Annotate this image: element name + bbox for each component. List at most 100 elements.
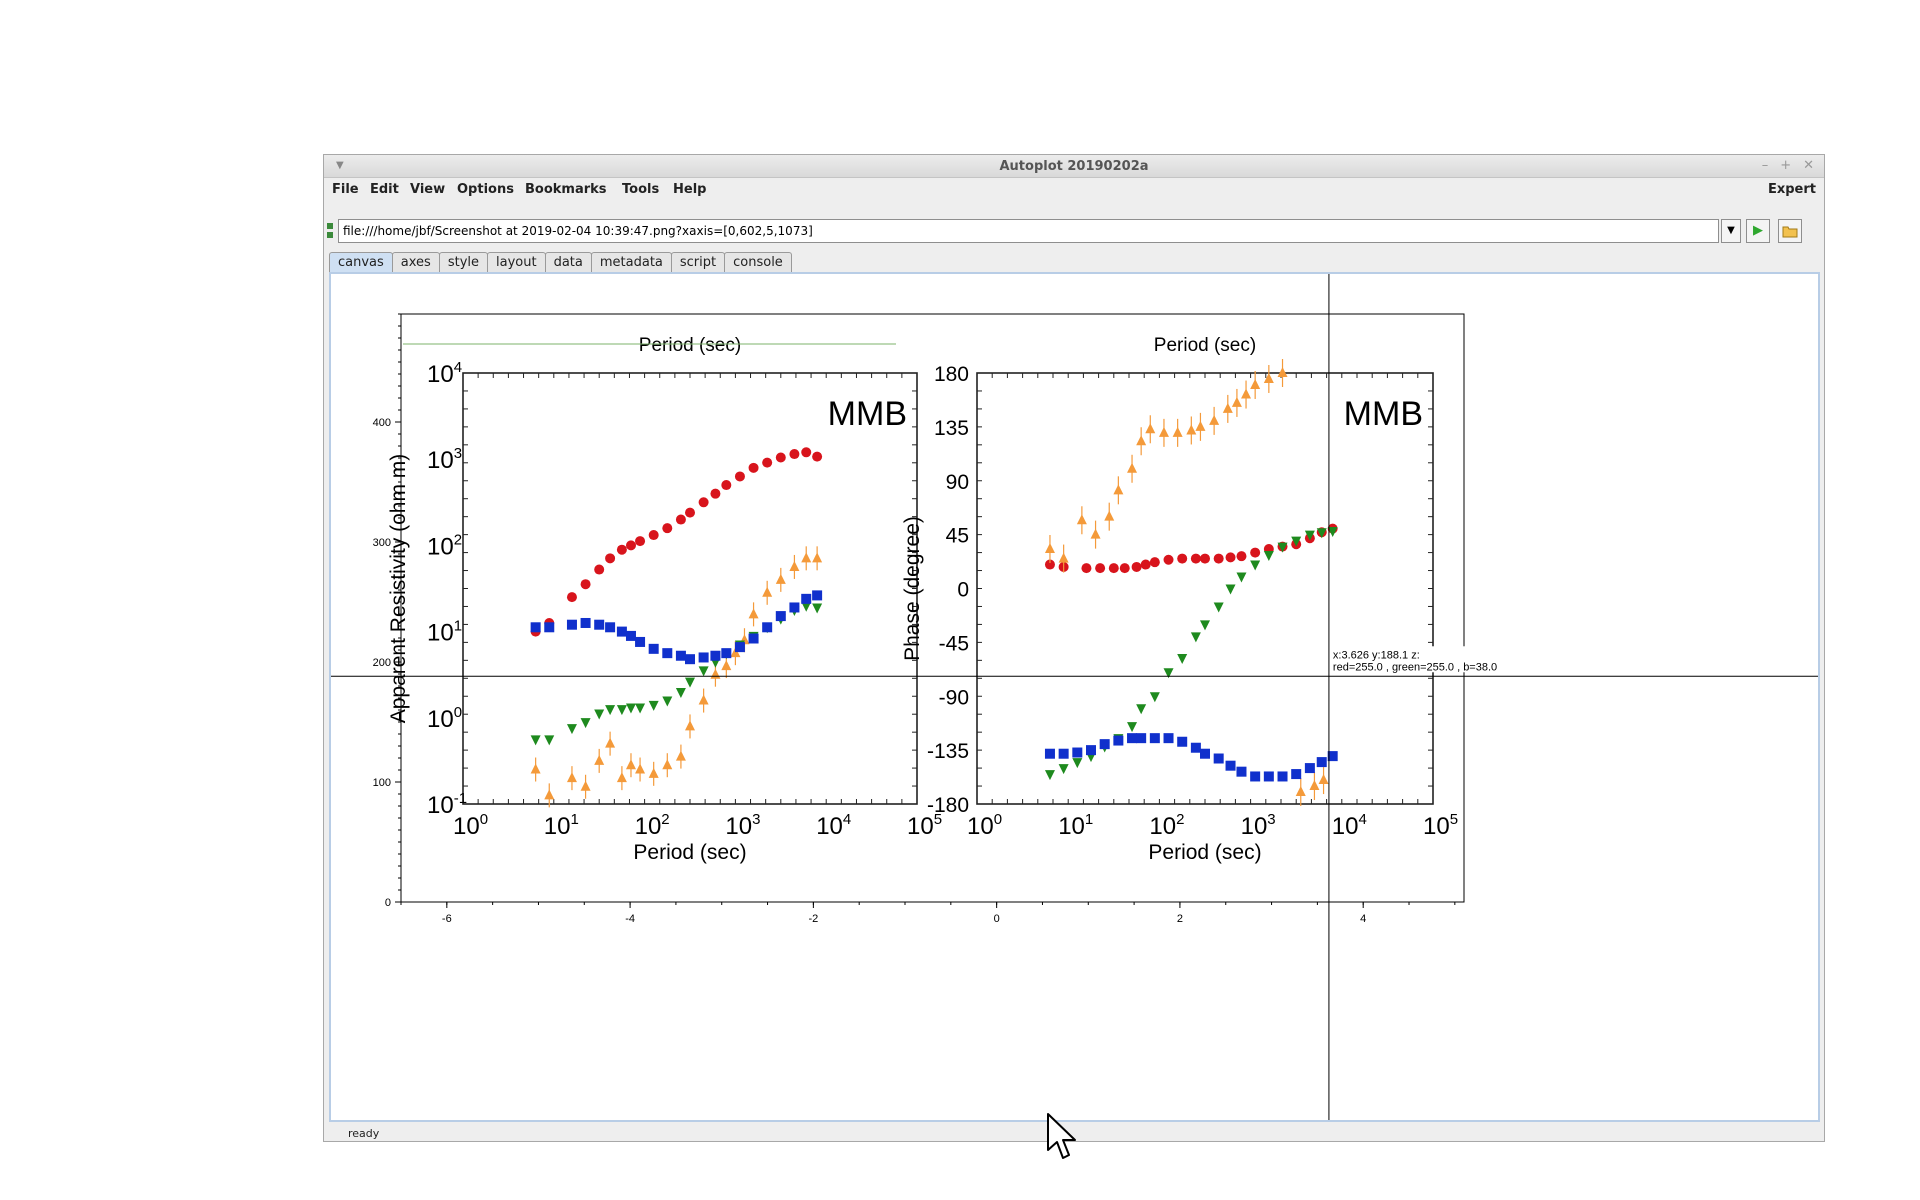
- folder-open-icon[interactable]: [1778, 219, 1802, 243]
- tab-style[interactable]: style: [438, 252, 489, 272]
- tick-exponent: 2: [661, 811, 669, 828]
- maximize-button[interactable]: +: [1780, 158, 1792, 173]
- tick-exponent: 3: [454, 445, 462, 462]
- data-point: [1113, 735, 1124, 746]
- data-point: [748, 608, 759, 619]
- readout-box: [1330, 646, 1481, 673]
- tab-bar: canvas axes style layout data metadata s…: [329, 252, 792, 272]
- expert-toggle[interactable]: Expert: [1767, 182, 1816, 197]
- app-window: ▼ Autoplot 20190202a – + ✕ File Edit Vie…: [323, 154, 1825, 1142]
- menu-help[interactable]: Help: [673, 182, 707, 197]
- y-tick-label: 0: [957, 579, 969, 602]
- x-axis-tick-label: 0: [994, 913, 1000, 925]
- data-point: [648, 700, 659, 711]
- data-point: [1058, 748, 1069, 759]
- tick-exponent: 1: [571, 811, 579, 828]
- y-axis-tick-label: 100: [373, 777, 391, 789]
- data-point: [566, 619, 577, 630]
- tab-data[interactable]: data: [544, 252, 592, 272]
- data-point: [698, 666, 709, 677]
- data-point: [762, 457, 773, 468]
- data-point: [605, 553, 616, 564]
- data-point: [662, 696, 673, 707]
- data-point: [710, 488, 721, 499]
- data-point: [685, 677, 695, 688]
- y-tick-label: 103: [427, 445, 462, 474]
- data-point: [698, 694, 709, 705]
- tab-axes[interactable]: axes: [391, 252, 440, 272]
- data-point: [635, 703, 646, 714]
- data-point: [648, 767, 659, 778]
- close-button[interactable]: ✕: [1803, 158, 1814, 173]
- data-point: [812, 603, 823, 614]
- window-menu-icon[interactable]: ▼: [336, 160, 344, 171]
- status-text: ready: [348, 1127, 380, 1140]
- data-point: [1145, 423, 1156, 434]
- minimize-button[interactable]: –: [1761, 158, 1769, 173]
- tick-exponent: 1: [454, 618, 462, 635]
- menu-view[interactable]: View: [410, 182, 446, 197]
- data-point: [580, 780, 591, 791]
- mouse-cursor-icon: [1047, 1113, 1076, 1159]
- data-point: [1140, 559, 1151, 570]
- menu-bookmarks[interactable]: Bookmarks: [525, 182, 607, 197]
- tab-script[interactable]: script: [670, 252, 726, 272]
- data-point: [1127, 462, 1138, 473]
- tab-layout[interactable]: layout: [487, 252, 546, 272]
- x-axis-tick-label: -4: [625, 913, 635, 925]
- data-point: [1149, 557, 1160, 568]
- tick-exponent: 0: [480, 811, 488, 828]
- menu-tools[interactable]: Tools: [622, 182, 660, 197]
- tick-exponent: 1: [1085, 811, 1093, 828]
- menu-options[interactable]: Options: [457, 182, 514, 197]
- url-input[interactable]: [338, 219, 1719, 243]
- x-axis-tick-label: 2: [1177, 913, 1183, 925]
- data-point: [1316, 757, 1327, 768]
- data-point: [1058, 552, 1069, 563]
- plot-canvas[interactable]: 100 101 102 103 104 105 Period (sec) Period (se…: [329, 272, 1820, 1122]
- menu-file[interactable]: File: [332, 182, 359, 197]
- menu-edit[interactable]: Edit: [370, 182, 399, 197]
- data-point: [675, 750, 686, 761]
- data-point: [775, 452, 786, 463]
- data-point: [1225, 760, 1236, 771]
- data-point: [1236, 572, 1247, 583]
- data-point: [635, 763, 646, 774]
- data-point: [544, 789, 555, 800]
- data-point: [1190, 553, 1201, 564]
- data-point: [1163, 733, 1174, 744]
- data-point: [625, 703, 636, 714]
- data-point: [530, 622, 541, 633]
- data-point: [1291, 769, 1302, 780]
- data-point: [1113, 484, 1124, 495]
- data-point: [1072, 758, 1083, 769]
- data-point: [675, 514, 686, 525]
- data-point: [1304, 763, 1315, 774]
- data-point: [594, 754, 605, 765]
- data-point: [1213, 602, 1224, 613]
- play-icon[interactable]: ▶: [1746, 219, 1770, 243]
- data-point: [594, 709, 605, 720]
- tab-metadata[interactable]: metadata: [590, 252, 672, 272]
- data-point: [762, 622, 773, 633]
- title-bar[interactable]: ▼ Autoplot 20190202a – + ✕: [324, 155, 1824, 178]
- data-point: [648, 530, 659, 541]
- data-point: [1108, 563, 1119, 574]
- data-point: [1304, 530, 1315, 541]
- chevron-down-icon[interactable]: ▼: [1721, 219, 1741, 243]
- data-point: [605, 705, 616, 716]
- tab-canvas[interactable]: canvas: [329, 252, 393, 272]
- data-point: [530, 763, 541, 774]
- data-point: [675, 687, 686, 698]
- data-point: [1044, 748, 1055, 759]
- tab-console[interactable]: console: [724, 252, 792, 272]
- data-point: [1263, 372, 1274, 383]
- data-point: [1263, 771, 1274, 782]
- y-tick-label: 180: [934, 363, 969, 386]
- data-point: [775, 611, 786, 622]
- data-point: [530, 735, 541, 746]
- data-point: [1236, 551, 1247, 562]
- x-axis-tick-label: -6: [442, 913, 452, 925]
